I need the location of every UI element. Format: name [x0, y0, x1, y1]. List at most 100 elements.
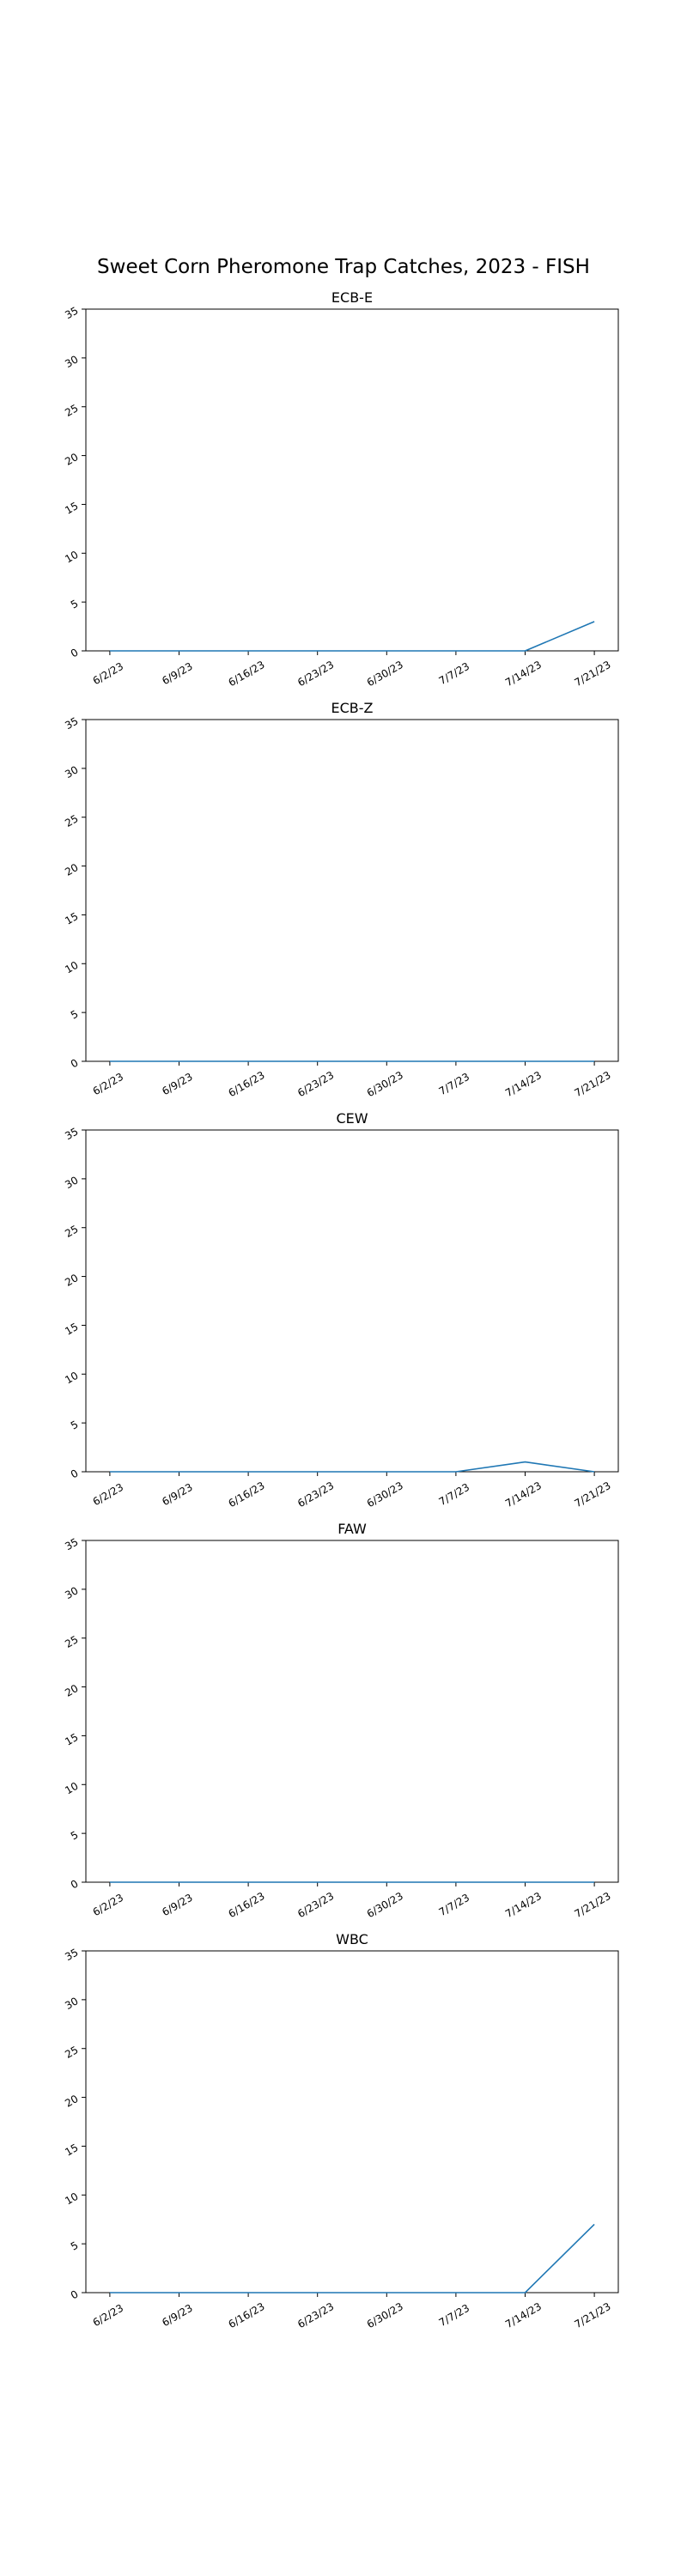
y-tick-label: 10: [63, 549, 80, 566]
figure-title: Sweet Corn Pheromone Trap Catches, 2023 …: [97, 256, 590, 278]
y-tick-label: 0: [69, 1056, 81, 1070]
y-tick-label: 15: [63, 500, 80, 517]
y-tick-label: 10: [63, 1370, 80, 1387]
y-tick-label: 0: [69, 1467, 81, 1480]
y-tick-label: 15: [63, 1731, 80, 1748]
subplot-title: ECB-E: [331, 289, 373, 306]
x-tick-label: 6/2/23: [91, 1481, 125, 1508]
x-tick-label: 6/30/23: [365, 659, 405, 689]
x-tick-label: 7/21/23: [573, 1479, 613, 1510]
y-tick-label: 5: [69, 598, 81, 611]
y-tick-label: 25: [63, 402, 80, 419]
x-tick-label: 7/7/23: [437, 1892, 471, 1918]
y-tick-label: 5: [69, 2239, 81, 2253]
y-tick-label: 35: [63, 1946, 80, 1963]
x-tick-label: 6/23/23: [295, 659, 336, 689]
axes-frame: [85, 719, 619, 1062]
x-tick-label: 6/23/23: [295, 1890, 336, 1920]
x-tick-label: 6/16/23: [227, 1069, 267, 1099]
y-tick-label: 20: [63, 451, 80, 468]
x-tick-label: 6/2/23: [91, 2302, 125, 2329]
subplot-title: ECB-Z: [331, 700, 374, 716]
x-tick-label: 6/30/23: [365, 1069, 405, 1099]
y-tick-label: 10: [63, 2190, 80, 2208]
axes-frame: [85, 308, 619, 652]
subplot-ecb-z: ECB-Z 0 5 10 15 20 25 30 35 6/2/23 6/9/23 6/16/23 6/…: [63, 700, 619, 1099]
axes-frame: [85, 1540, 619, 1883]
x-tick-label: 7/14/23: [503, 659, 544, 689]
x-tick-label: 6/9/23: [160, 1892, 194, 1918]
x-tick-label: 7/7/23: [437, 2302, 471, 2329]
series-line: [109, 621, 595, 652]
x-tick-label: 6/9/23: [160, 1481, 194, 1508]
y-tick-label: 30: [63, 1584, 80, 1601]
x-tick-label: 6/30/23: [365, 1890, 405, 1920]
x-tick-label: 6/2/23: [91, 1071, 125, 1097]
x-tick-label: 7/21/23: [573, 2300, 613, 2330]
y-tick-label: 15: [63, 2142, 80, 2159]
y-tick-label: 5: [69, 1419, 81, 1432]
y-tick-label: 30: [63, 1995, 80, 2012]
subplot-wbc: WBC 0 5 10 15 20 25 30 35 6/2/23 6/9/23 6/16/23 6/23…: [63, 1931, 619, 2330]
subplot-faw: FAW 0 5 10 15 20 25 30 35 6/2/23 6/9/23 6/16/23 6/23…: [63, 1521, 619, 1920]
y-tick-label: 20: [63, 1272, 80, 1289]
series-line: [109, 2223, 595, 2293]
x-tick-label: 6/9/23: [160, 660, 194, 687]
y-tick-label: 25: [63, 2044, 80, 2061]
x-tick-label: 7/21/23: [573, 1890, 613, 1920]
x-tick-label: 7/21/23: [573, 659, 613, 689]
x-tick-label: 7/7/23: [437, 1481, 471, 1508]
y-tick-label: 35: [63, 714, 80, 732]
x-tick-label: 6/16/23: [227, 1479, 267, 1510]
y-tick-label: 35: [63, 1535, 80, 1552]
y-tick-label: 20: [63, 861, 80, 878]
y-tick-label: 0: [69, 646, 81, 659]
x-tick-label: 6/30/23: [365, 1479, 405, 1510]
x-tick-label: 7/14/23: [503, 1479, 544, 1510]
axes-frame: [85, 1950, 619, 2293]
y-tick-label: 5: [69, 1829, 81, 1843]
x-tick-label: 6/16/23: [227, 1890, 267, 1920]
y-tick-label: 25: [63, 1633, 80, 1650]
x-tick-label: 6/16/23: [227, 659, 267, 689]
y-tick-label: 10: [63, 959, 80, 976]
x-tick-label: 6/23/23: [295, 1479, 336, 1510]
y-tick-label: 30: [63, 353, 80, 370]
y-tick-label: 15: [63, 1321, 80, 1338]
x-tick-label: 7/14/23: [503, 2300, 544, 2330]
y-tick-label: 10: [63, 1780, 80, 1797]
subplot-title: FAW: [337, 1521, 367, 1537]
axes-frame: [85, 1129, 619, 1473]
x-tick-label: 7/7/23: [437, 1071, 471, 1097]
x-tick-label: 6/2/23: [91, 1892, 125, 1918]
series-line: [109, 1461, 595, 1473]
x-tick-label: 6/9/23: [160, 2302, 194, 2329]
x-tick-label: 7/21/23: [573, 1069, 613, 1099]
y-tick-label: 25: [63, 1223, 80, 1240]
y-tick-label: 0: [69, 1877, 81, 1891]
subplot-title: CEW: [336, 1110, 368, 1127]
x-tick-label: 6/30/23: [365, 2300, 405, 2330]
x-tick-label: 6/16/23: [227, 2300, 267, 2330]
y-tick-label: 30: [63, 763, 80, 781]
x-tick-label: 6/23/23: [295, 2300, 336, 2330]
x-tick-label: 7/7/23: [437, 660, 471, 687]
y-tick-label: 20: [63, 1682, 80, 1699]
subplot-ecb-e: ECB-E 0 5 10 15 20 25 30 35 6/2/23 6/9/23 6/16/23 6/…: [63, 289, 619, 689]
y-tick-label: 15: [63, 910, 80, 927]
y-tick-label: 20: [63, 2093, 80, 2110]
subplot-cew: CEW 0 5 10 15 20 25 30 35 6/2/23 6/9/23 6/16/23 6/23…: [63, 1110, 619, 1510]
subplot-title: WBC: [336, 1931, 368, 1947]
y-tick-label: 25: [63, 812, 80, 829]
y-tick-label: 30: [63, 1174, 80, 1191]
y-tick-label: 35: [63, 1125, 80, 1142]
y-tick-label: 35: [63, 304, 80, 321]
x-tick-label: 7/14/23: [503, 1890, 544, 1920]
x-tick-label: 6/2/23: [91, 660, 125, 687]
x-tick-label: 6/23/23: [295, 1069, 336, 1099]
x-tick-label: 7/14/23: [503, 1069, 544, 1099]
x-tick-label: 6/9/23: [160, 1071, 194, 1097]
y-tick-label: 5: [69, 1008, 81, 1022]
